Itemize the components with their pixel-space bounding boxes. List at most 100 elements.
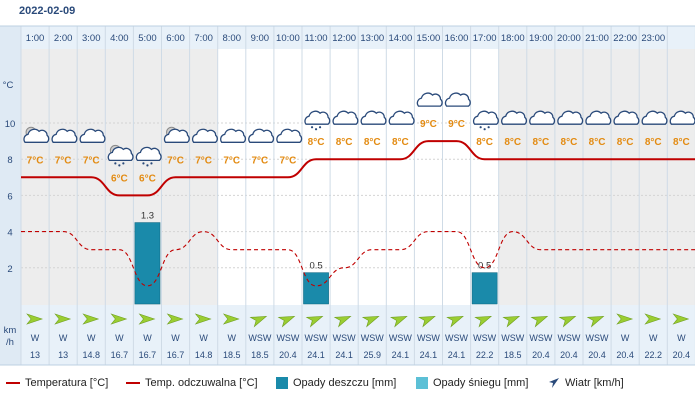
y-tick-label: 6 xyxy=(7,191,12,202)
hour-label: 9:00 xyxy=(251,33,270,44)
rain-bar xyxy=(303,272,329,305)
wind-arrow-icon xyxy=(194,313,212,325)
wind-speed-label: 20.4 xyxy=(588,350,606,360)
wind-arrow-icon xyxy=(82,313,100,325)
hour-label: 12:00 xyxy=(332,33,356,44)
hour-label: 13:00 xyxy=(360,33,384,44)
wind-arrow-icon xyxy=(110,313,128,325)
wind-direction-label: WSW xyxy=(445,333,468,343)
hour-column-bg xyxy=(442,49,471,305)
wind-speed-label: 16.7 xyxy=(167,350,185,360)
temperature-value-label: 7°C xyxy=(55,155,72,166)
hour-column-bg xyxy=(526,49,555,305)
rain-value-label: 0.5 xyxy=(478,261,491,272)
wind-arrow-icon xyxy=(277,316,296,328)
cloud-icon xyxy=(585,110,612,125)
legend-snow: Opady śniegu [mm] xyxy=(416,377,528,390)
temperature-value-label: 7°C xyxy=(83,155,100,166)
legend-feels-like-line xyxy=(126,382,140,385)
wind-arrow-icon xyxy=(644,313,662,325)
wind-arrow-icon xyxy=(333,316,352,328)
wind-direction-label: WSW xyxy=(248,333,271,343)
wind-speed-label: 20.4 xyxy=(673,350,691,360)
temperature-value-label: 8°C xyxy=(308,137,325,148)
cloud-icon xyxy=(557,110,584,125)
y-tick-label: 4 xyxy=(7,228,12,239)
wind-arrow-icon xyxy=(672,313,690,325)
wind-speed-label: 22.2 xyxy=(644,350,662,360)
hour-label: 8:00 xyxy=(223,33,242,44)
forecast-date: 2022-02-09 xyxy=(19,5,76,17)
wind-direction-label: WSW xyxy=(417,333,440,343)
wind-speed-label: 20.4 xyxy=(560,350,578,360)
temperature-value-label: 8°C xyxy=(504,137,521,148)
wind-arrow-icon xyxy=(446,316,464,328)
hour-label: 10:00 xyxy=(276,33,300,44)
wind-direction-label: WSW xyxy=(389,333,412,343)
temperature-value-label: 6°C xyxy=(111,173,128,184)
temperature-value-label: 7°C xyxy=(223,155,240,166)
cloud-icon xyxy=(248,128,275,143)
partly-cloudy-night-icon xyxy=(23,126,50,143)
wind-speed-label: 18.5 xyxy=(504,350,522,360)
hour-column-bg xyxy=(330,49,359,305)
hour-label: 21:00 xyxy=(585,33,609,44)
legend-temperature: Temperatura [°C] xyxy=(6,377,108,389)
temperature-value-label: 8°C xyxy=(364,137,381,148)
legend-wind: Wiatr [km/h] xyxy=(548,377,624,389)
hour-label: 18:00 xyxy=(501,33,525,44)
wind-arrow-icon xyxy=(390,316,408,328)
wind-direction-label: W xyxy=(649,333,658,343)
wind-arrow-icon xyxy=(418,316,436,328)
temperature-value-label: 7°C xyxy=(251,155,268,166)
hour-label: 11:00 xyxy=(305,33,328,44)
rain-cloud-icon xyxy=(472,110,499,131)
wind-arrow-icon xyxy=(222,313,240,325)
wind-direction-label: WSW xyxy=(557,333,580,343)
chart-legend: Temperatura [°C] Temp. odczuwalna [°C] O… xyxy=(0,370,695,400)
wind-arrow-icon xyxy=(305,316,324,328)
y-tick-label: 10 xyxy=(5,119,16,130)
temperature-line xyxy=(21,140,695,197)
wind-unit-label: km xyxy=(4,325,17,336)
y-tick-label: 2 xyxy=(7,264,12,275)
temperature-value-label: 8°C xyxy=(532,137,549,148)
hour-column-bg xyxy=(302,49,331,305)
wind-speed-label: 25.9 xyxy=(363,350,381,360)
hour-column-bg xyxy=(386,49,415,305)
wind-arrow-icon xyxy=(530,316,549,328)
wind-speed-label: 14.8 xyxy=(195,350,213,360)
wind-direction-label: W xyxy=(115,333,124,343)
hour-label: 17:00 xyxy=(473,33,497,44)
legend-feels-like: Temp. odczuwalna [°C] xyxy=(126,377,258,389)
wind-speed-label: 24.1 xyxy=(392,350,410,360)
wind-speed-label: 13 xyxy=(30,350,40,360)
wind-arrow-icon xyxy=(54,313,72,325)
wind-speed-label: 16.7 xyxy=(111,350,129,360)
cloud-icon xyxy=(191,128,218,143)
wind-direction-label: W xyxy=(143,333,152,343)
rain-bar xyxy=(471,272,498,305)
cloud-icon xyxy=(501,110,528,125)
wind-direction-label: WSW xyxy=(361,333,384,343)
hour-column-bg xyxy=(639,49,668,305)
hour-label: 19:00 xyxy=(529,33,553,44)
hour-column-bg xyxy=(611,49,640,305)
wind-direction-label: WSW xyxy=(501,333,524,343)
temperature-value-label: 7°C xyxy=(167,155,184,166)
wind-speed-label: 24.1 xyxy=(335,350,353,360)
temperature-value-label: 8°C xyxy=(336,137,353,148)
wind-speed-label: 24.1 xyxy=(307,350,325,360)
wind-speed-label: 18.5 xyxy=(223,350,241,360)
legend-wind-label: Wiatr [km/h] xyxy=(565,377,624,389)
cloud-icon xyxy=(79,128,106,143)
wind-direction-label: W xyxy=(199,333,208,343)
wind-speed-label: 13 xyxy=(58,350,68,360)
temperature-value-label: 7°C xyxy=(280,155,297,166)
legend-temperature-label: Temperatura [°C] xyxy=(25,377,109,389)
hour-column-bg xyxy=(667,49,695,305)
wind-arrow-icon xyxy=(502,316,521,328)
hour-label: 1:00 xyxy=(26,33,45,44)
hour-label: 2:00 xyxy=(54,33,73,44)
legend-snow-swatch xyxy=(416,377,428,390)
